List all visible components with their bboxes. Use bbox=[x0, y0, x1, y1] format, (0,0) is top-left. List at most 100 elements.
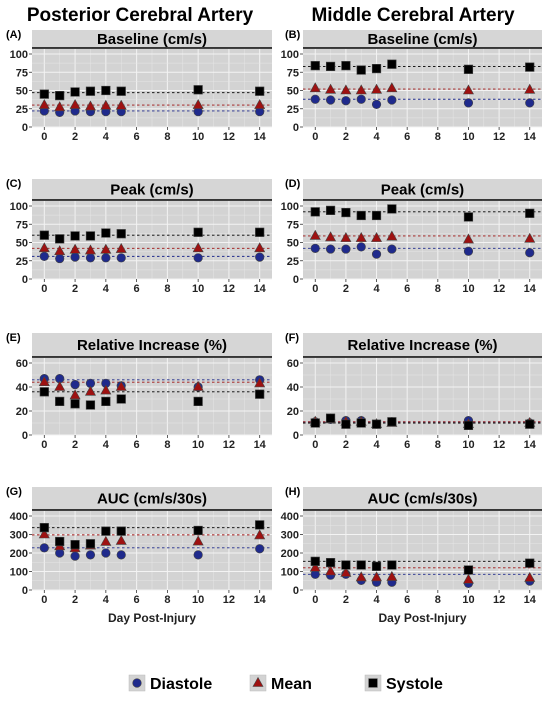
y-tick-label: 50 bbox=[287, 238, 299, 250]
point-systole bbox=[39, 387, 49, 397]
point-mean bbox=[100, 99, 112, 110]
panel-title-strip bbox=[32, 30, 272, 48]
point-diastole bbox=[341, 244, 351, 254]
point-systole bbox=[255, 389, 265, 399]
point-mean bbox=[192, 535, 204, 546]
x-tick-label: 10 bbox=[462, 439, 474, 451]
legend-label: Diastole bbox=[150, 676, 212, 693]
point-diastole bbox=[255, 252, 265, 262]
point-systole bbox=[525, 62, 535, 72]
y-tick-label: 75 bbox=[16, 219, 28, 231]
point-systole bbox=[341, 419, 351, 429]
point-systole bbox=[39, 523, 49, 533]
x-tick-label: 10 bbox=[462, 594, 474, 606]
point-diastole bbox=[116, 550, 126, 560]
point-systole bbox=[341, 560, 351, 570]
panel-h: (H) AUC (cm/s/30s) 0 100 200 300 400 0 2 4 6 8 10 12 1… bbox=[281, 486, 542, 606]
point-diastole bbox=[356, 94, 366, 104]
y-tick-label: 0 bbox=[22, 585, 28, 597]
point-diastole bbox=[371, 249, 382, 259]
panel-title: Peak (cm/s) bbox=[110, 182, 193, 199]
point-mean bbox=[524, 571, 536, 582]
y-tick-label: 100 bbox=[281, 201, 299, 213]
point-systole bbox=[463, 212, 474, 222]
point-diastole bbox=[70, 551, 80, 561]
point-systole bbox=[55, 234, 65, 244]
point-diastole bbox=[341, 96, 351, 106]
point-systole bbox=[325, 205, 336, 215]
point-mean bbox=[84, 100, 96, 111]
point-diastole bbox=[387, 244, 397, 254]
point-systole bbox=[310, 418, 320, 428]
point-mean bbox=[69, 389, 81, 400]
column-title-mca: Middle Cerebral Artery bbox=[311, 5, 515, 26]
point-mean bbox=[54, 380, 66, 391]
x-tick-label: 12 bbox=[223, 594, 235, 606]
y-tick-label: 60 bbox=[287, 358, 299, 370]
point-diastole bbox=[193, 253, 203, 263]
panel-label: (A) bbox=[6, 29, 22, 41]
point-diastole bbox=[463, 246, 474, 256]
point-mean bbox=[340, 232, 352, 242]
panel-title-strip bbox=[303, 487, 542, 510]
panel-title-strip bbox=[303, 333, 542, 357]
point-systole bbox=[85, 400, 96, 410]
y-tick-label: 75 bbox=[287, 219, 299, 231]
point-mean bbox=[462, 573, 474, 584]
y-tick-label: 400 bbox=[10, 511, 28, 523]
point-mean bbox=[325, 83, 337, 94]
panel-label: (C) bbox=[6, 178, 22, 190]
x-tick-label: 10 bbox=[462, 283, 474, 295]
point-diastole bbox=[70, 380, 80, 390]
point-systole bbox=[116, 86, 126, 96]
point-systole bbox=[325, 413, 336, 423]
legend: Diastole Mean Systole bbox=[128, 674, 443, 693]
point-systole bbox=[55, 536, 65, 547]
point-systole bbox=[116, 526, 126, 536]
point-systole bbox=[356, 418, 366, 428]
x-tick-label: 2 bbox=[343, 283, 349, 295]
point-systole bbox=[116, 229, 126, 239]
x-tick-label: 6 bbox=[134, 283, 140, 295]
panel-b: (B) Baseline (cm/s) 0 25 50 75 100 0 2 4 6 8 10 12 14 bbox=[281, 29, 542, 143]
x-tick-label: 4 bbox=[103, 283, 110, 295]
point-mean bbox=[100, 535, 112, 546]
point-diastole bbox=[356, 242, 366, 252]
y-tick-label: 75 bbox=[16, 67, 28, 79]
point-mean bbox=[340, 566, 352, 577]
point-diastole bbox=[525, 98, 535, 108]
x-tick-label: 8 bbox=[164, 594, 170, 606]
y-tick-label: 100 bbox=[10, 49, 28, 61]
point-mean bbox=[355, 232, 367, 242]
panel-label: (H) bbox=[285, 486, 301, 498]
y-tick-label: 200 bbox=[10, 548, 28, 560]
x-tick-label: 8 bbox=[435, 131, 441, 143]
point-diastole bbox=[85, 550, 96, 560]
y-tick-label: 0 bbox=[22, 430, 28, 442]
point-mean bbox=[371, 232, 383, 242]
point-systole bbox=[39, 89, 49, 99]
point-systole bbox=[371, 561, 382, 571]
point-systole bbox=[85, 86, 96, 96]
point-mean bbox=[309, 229, 321, 240]
point-mean bbox=[386, 570, 398, 581]
point-diastole bbox=[325, 244, 336, 254]
x-tick-label: 0 bbox=[41, 283, 47, 295]
x-tick-label: 0 bbox=[312, 283, 318, 295]
x-tick-label: 12 bbox=[493, 439, 505, 451]
x-tick-label: 10 bbox=[192, 131, 204, 143]
point-diastole bbox=[55, 253, 65, 264]
y-tick-label: 25 bbox=[287, 256, 299, 268]
point-systole bbox=[341, 207, 351, 218]
point-mean bbox=[115, 380, 127, 391]
x-tick-label: 14 bbox=[254, 131, 267, 143]
panel-d: (D) Peak (cm/s) 0 25 50 75 100 0 2 4 6 8 10 12 14 bbox=[281, 178, 542, 295]
point-mean bbox=[462, 233, 474, 244]
x-tick-label: 14 bbox=[524, 439, 537, 451]
point-mean bbox=[69, 243, 81, 254]
x-tick-label: 4 bbox=[103, 131, 110, 143]
panel-a: (A) Baseline (cm/s) 0 25 50 75 100 0 2 4 6 8 10 12 14 bbox=[6, 29, 272, 143]
x-tick-label: 14 bbox=[524, 131, 537, 143]
panel-g: (G) AUC (cm/s/30s) 0 100 200 300 400 0 2 4 6 8 10 12 1… bbox=[6, 486, 272, 606]
